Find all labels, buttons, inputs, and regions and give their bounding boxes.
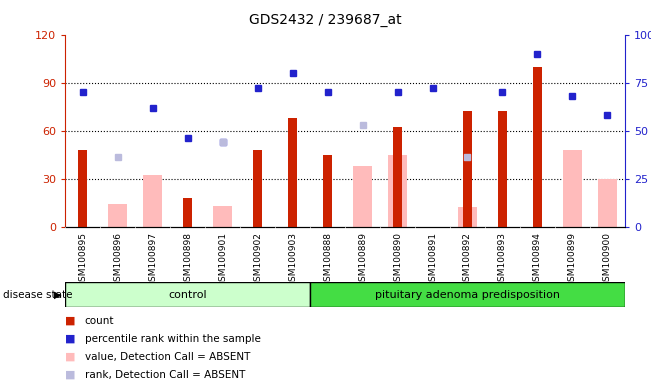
Text: GSM100893: GSM100893 <box>498 232 507 287</box>
Text: count: count <box>85 316 114 326</box>
Text: GSM100901: GSM100901 <box>218 232 227 287</box>
Bar <box>388 155 407 227</box>
Text: percentile rank within the sample: percentile rank within the sample <box>85 334 260 344</box>
Text: GDS2432 / 239687_at: GDS2432 / 239687_at <box>249 13 402 27</box>
Text: ■: ■ <box>65 334 76 344</box>
Text: GSM100899: GSM100899 <box>568 232 577 287</box>
Text: GSM100903: GSM100903 <box>288 232 297 287</box>
Bar <box>213 206 232 227</box>
Bar <box>288 118 297 227</box>
Text: GSM100894: GSM100894 <box>533 232 542 287</box>
Text: GSM100896: GSM100896 <box>113 232 122 287</box>
Text: GSM100895: GSM100895 <box>78 232 87 287</box>
Text: GSM100888: GSM100888 <box>323 232 332 287</box>
Text: disease state: disease state <box>3 290 73 300</box>
Text: GSM100902: GSM100902 <box>253 232 262 287</box>
Text: ▶: ▶ <box>54 290 62 300</box>
Bar <box>458 207 477 227</box>
Bar <box>598 179 617 227</box>
Text: GSM100898: GSM100898 <box>183 232 192 287</box>
Bar <box>533 66 542 227</box>
Bar <box>498 111 507 227</box>
Text: GSM100897: GSM100897 <box>148 232 157 287</box>
Bar <box>353 166 372 227</box>
Bar <box>253 150 262 227</box>
Text: ■: ■ <box>65 352 76 362</box>
Text: GSM100900: GSM100900 <box>603 232 612 287</box>
Bar <box>393 127 402 227</box>
Bar <box>323 155 332 227</box>
Bar <box>78 150 87 227</box>
Text: rank, Detection Call = ABSENT: rank, Detection Call = ABSENT <box>85 370 245 380</box>
Text: ■: ■ <box>65 370 76 380</box>
Text: value, Detection Call = ABSENT: value, Detection Call = ABSENT <box>85 352 250 362</box>
Text: control: control <box>168 290 207 300</box>
Text: GSM100892: GSM100892 <box>463 232 472 287</box>
Bar <box>310 282 625 307</box>
Bar <box>143 175 162 227</box>
Bar <box>563 150 582 227</box>
Bar <box>183 198 192 227</box>
Text: GSM100889: GSM100889 <box>358 232 367 287</box>
Text: pituitary adenoma predisposition: pituitary adenoma predisposition <box>375 290 560 300</box>
Text: GSM100891: GSM100891 <box>428 232 437 287</box>
Bar <box>108 204 127 227</box>
Text: GSM100890: GSM100890 <box>393 232 402 287</box>
Text: ■: ■ <box>65 316 76 326</box>
Bar <box>65 282 310 307</box>
Bar <box>463 111 472 227</box>
